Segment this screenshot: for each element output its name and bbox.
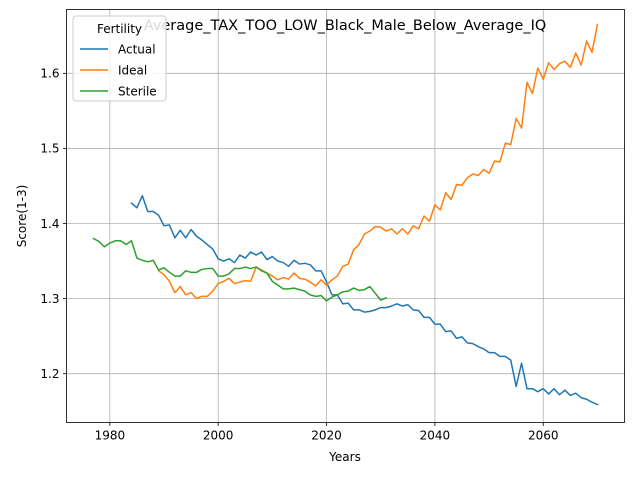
y-tick-label: 1.6 xyxy=(40,67,59,81)
x-tick-label: 2000 xyxy=(203,429,234,443)
y-tick-label: 1.3 xyxy=(40,292,59,306)
y-axis-title: Score(1-3) xyxy=(15,185,29,248)
plot-area-frame xyxy=(66,9,625,423)
legend-label-sterile: Sterile xyxy=(118,85,157,99)
axis-ticks: 1980 2000 2020 2040 2060 1.2 1.3 1.4 1.5 1.6 xyxy=(40,67,558,443)
legend-label-ideal: Ideal xyxy=(118,64,147,78)
legend-title: Fertility xyxy=(97,22,142,36)
legend-box xyxy=(72,15,167,102)
series-lines xyxy=(92,23,599,406)
series-line-actual xyxy=(130,194,599,406)
legend: Fertility Actual Ideal Sterile xyxy=(72,15,167,102)
y-tick-label: 1.2 xyxy=(40,367,59,381)
series-line-sterile xyxy=(92,237,388,302)
x-tick-label: 2040 xyxy=(420,429,451,443)
chart-title: Average_TAX_TOO_LOW_Black_Male_Below_Ave… xyxy=(144,18,547,34)
series-line-ideal xyxy=(157,23,599,300)
legend-label-actual: Actual xyxy=(118,43,156,57)
x-tick-label: 2020 xyxy=(311,429,342,443)
y-tick-label: 1.4 xyxy=(40,217,59,231)
grid xyxy=(66,9,625,423)
y-tick-label: 1.5 xyxy=(40,142,59,156)
x-tick-label: 1980 xyxy=(95,429,126,443)
x-axis-title: Years xyxy=(328,450,361,464)
x-tick-label: 2060 xyxy=(528,429,559,443)
